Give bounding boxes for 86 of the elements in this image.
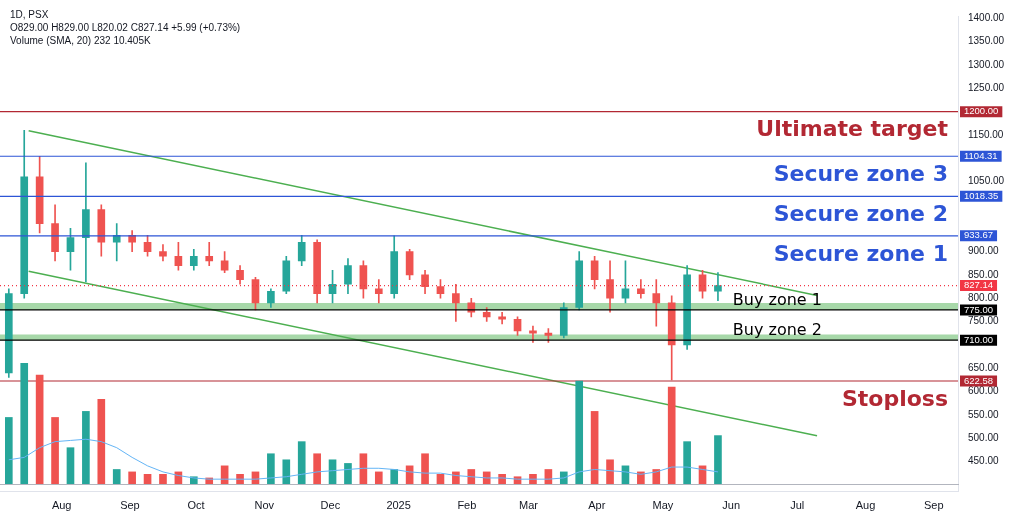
bar (51, 416, 59, 484)
x-tick-label: Oct (187, 499, 205, 512)
y-tick-label: 1400.00 (968, 12, 1005, 24)
bar (359, 453, 368, 484)
annotation: 1D, PSX (10, 8, 50, 21)
x-tick-label: Sep (120, 499, 140, 512)
bar (112, 468, 121, 484)
ref-line-label: 710.00 (964, 333, 994, 345)
bar (575, 380, 584, 484)
y-tick-label: 1250.00 (968, 82, 1005, 94)
y-tick-label: 1300.00 (968, 58, 1005, 70)
annotation: Stoploss (841, 385, 948, 411)
y-tick-label: 1050.00 (968, 175, 1005, 187)
candlestick (637, 279, 645, 299)
x-tick-label: May (652, 499, 674, 512)
candlestick (529, 325, 537, 343)
bar (436, 473, 445, 484)
bar (128, 471, 136, 484)
bar (143, 473, 152, 484)
bar (35, 374, 44, 484)
x-tick-label: 2025 (386, 499, 411, 512)
bar (297, 441, 306, 484)
y-tick-label: 550.00 (968, 408, 1000, 420)
bar (236, 473, 244, 484)
annotation: Secure zone 1 (773, 240, 948, 266)
y-tick-label: 500.00 (968, 431, 1000, 443)
y-tick-label: 1350.00 (968, 35, 1005, 47)
y-tick-label: 600.00 (968, 385, 1000, 397)
candlestick (652, 279, 661, 327)
bar (590, 410, 599, 484)
x-tick-label: Jul (790, 499, 805, 512)
y-tick-label: 750.00 (968, 315, 1000, 327)
x-tick-label: Aug (855, 499, 876, 512)
x-tick-label: Sep (923, 499, 944, 512)
y-tick-label: 450.00 (968, 455, 1000, 467)
ref-line-label: 622.58 (964, 374, 994, 386)
x-tick-label: Mar (519, 499, 539, 512)
bar (20, 362, 29, 484)
bar (374, 471, 383, 484)
bar (4, 416, 13, 484)
x-tick-label: Jun (722, 499, 741, 512)
y-tick-label: 800.00 (968, 291, 1000, 303)
x-tick-label: Dec (320, 499, 341, 512)
y-tick-label: 1150.00 (968, 128, 1004, 140)
x-tick-label: Apr (588, 499, 606, 512)
y-tick-label: 850.00 (968, 268, 1000, 280)
bar (66, 447, 75, 484)
bar (652, 468, 661, 484)
annotation: O829.00 H829.00 L820.02 C827.14 +5.99 (+0.73%) (10, 21, 241, 34)
ref-line-label: 775.00 (964, 303, 994, 315)
bar (683, 441, 691, 484)
ref-line-label: 933.67 (964, 229, 994, 241)
bar (606, 459, 614, 484)
ref-line-label: 827.14 (964, 279, 994, 291)
bar (667, 386, 676, 484)
candlestick (498, 311, 506, 325)
bar (452, 471, 460, 484)
annotation: Secure zone 3 (773, 160, 948, 186)
bar (159, 473, 167, 484)
bar (529, 473, 537, 484)
bar (313, 453, 321, 484)
bar (714, 435, 722, 484)
bar (344, 462, 352, 484)
x-tick-label: Aug (51, 499, 72, 512)
annotation: Secure zone 2 (773, 201, 948, 227)
bar (282, 459, 291, 484)
band-label: Buy zone 1 (732, 290, 822, 310)
annotation: Volume (SMA, 20) 232 10.405K (10, 34, 152, 47)
annotation: Ultimate target (756, 116, 949, 142)
bar (82, 410, 90, 484)
y-tick-label: 900.00 (968, 245, 1000, 257)
ref-line-label: 1200.00 (964, 105, 999, 117)
x-tick-label: Nov (254, 499, 275, 512)
bar (390, 468, 399, 484)
candlestick (374, 279, 383, 304)
ref-line-label: 1104.31 (964, 149, 998, 161)
x-tick-label: Feb (457, 499, 477, 512)
bar (467, 468, 476, 484)
bar (421, 453, 429, 484)
y-tick-label: 650.00 (968, 361, 1000, 373)
band-label: Buy zone 2 (732, 320, 822, 340)
bar (267, 453, 275, 484)
candlestick (714, 272, 722, 301)
ref-line-label: 1018.35 (964, 189, 999, 201)
bar (97, 398, 106, 484)
candlestick (205, 241, 214, 266)
